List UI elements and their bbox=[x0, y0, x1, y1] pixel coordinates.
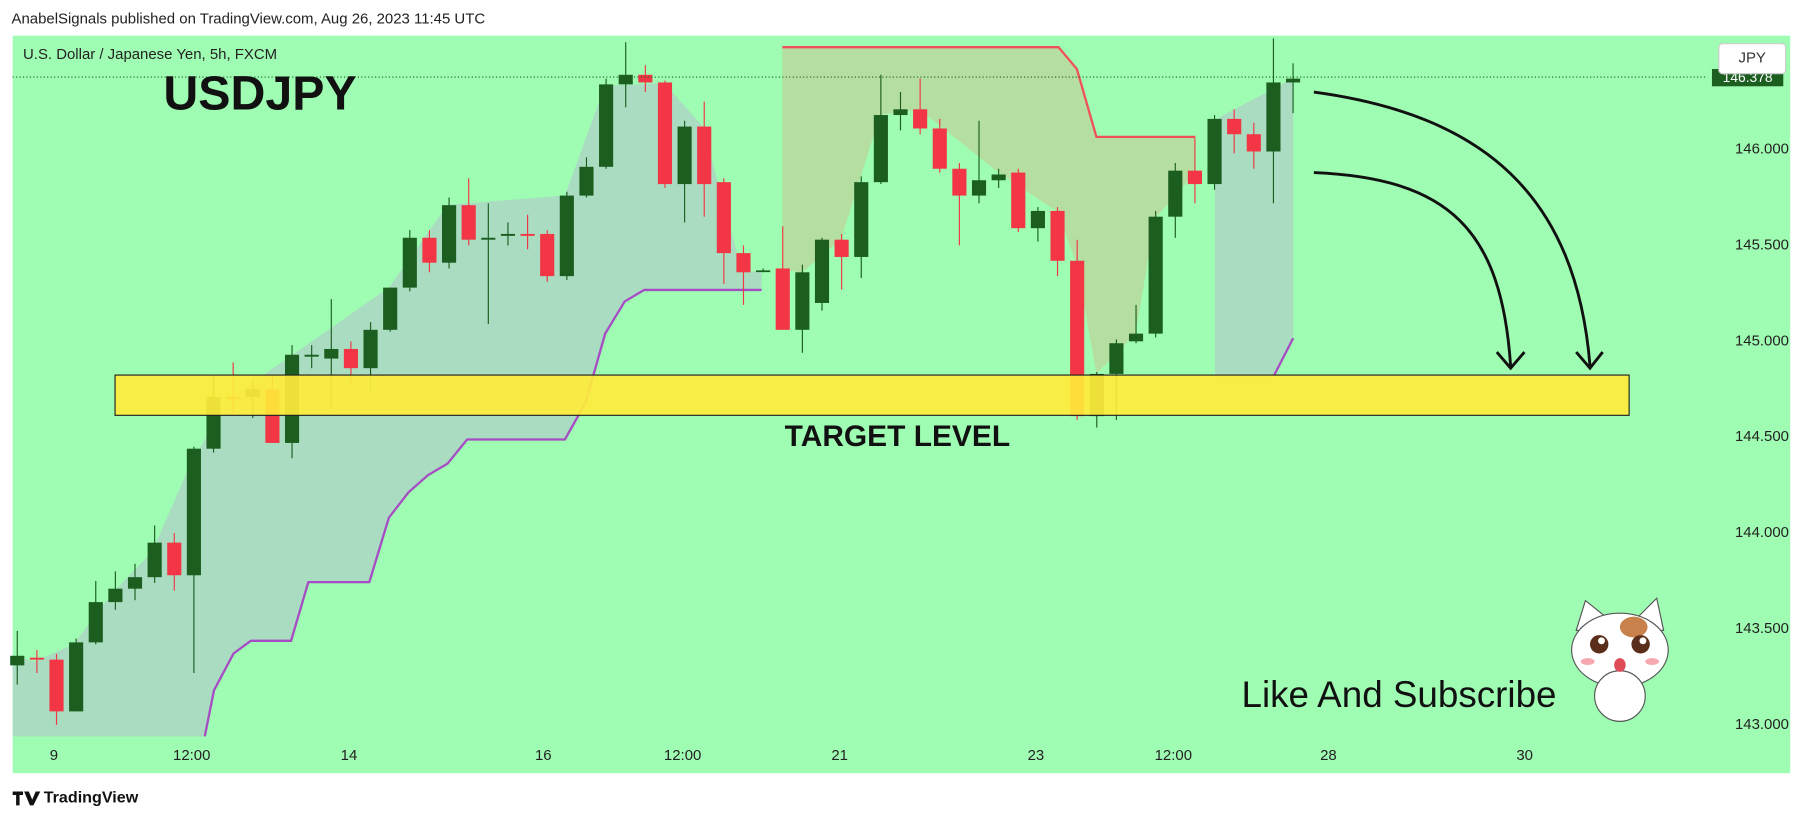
indicator-line bbox=[782, 46, 1196, 139]
candle-body bbox=[775, 268, 790, 330]
candle-body bbox=[834, 239, 849, 257]
candle-body bbox=[618, 74, 633, 85]
candle-body bbox=[952, 168, 967, 196]
candle-body bbox=[559, 195, 574, 277]
candle-body bbox=[1168, 170, 1183, 217]
candle-body bbox=[971, 180, 987, 196]
y-tick-label: 145.500 bbox=[1735, 236, 1789, 253]
candle-body bbox=[304, 354, 319, 357]
candle-body bbox=[991, 174, 1006, 181]
candle-body bbox=[873, 115, 888, 183]
candle-body bbox=[756, 270, 771, 273]
candle-body bbox=[854, 182, 869, 257]
candle-body bbox=[1148, 216, 1163, 334]
y-tick-label: 143.000 bbox=[1735, 716, 1789, 733]
x-tick-label: 23 bbox=[1028, 747, 1045, 764]
candle-body bbox=[343, 348, 358, 369]
candle-body bbox=[579, 166, 594, 196]
y-tick-label: 143.500 bbox=[1735, 620, 1789, 637]
indicator-line bbox=[203, 288, 762, 737]
currency-box bbox=[1718, 43, 1787, 75]
candle-body bbox=[697, 126, 712, 185]
arrow bbox=[1313, 171, 1513, 366]
y-tick-label: 144.000 bbox=[1735, 524, 1789, 541]
candle-body bbox=[1207, 118, 1222, 185]
y-tick-label: 144.500 bbox=[1735, 428, 1789, 445]
candle-body bbox=[599, 84, 614, 167]
candle-body bbox=[383, 287, 398, 330]
arrow-head bbox=[1495, 351, 1526, 371]
indicator-line bbox=[1272, 337, 1295, 377]
candle-body bbox=[1266, 82, 1281, 152]
target-label: TARGET LEVEL bbox=[785, 420, 1010, 453]
x-tick-label: 21 bbox=[831, 747, 848, 764]
candle-body bbox=[88, 602, 103, 643]
candle-body bbox=[1050, 210, 1065, 261]
y-tick-label: 146.000 bbox=[1735, 141, 1789, 158]
candle-body bbox=[500, 233, 516, 236]
title: USDJPY bbox=[163, 66, 356, 120]
candle-body bbox=[1030, 210, 1045, 229]
candle-body bbox=[795, 272, 810, 330]
candle-body bbox=[932, 128, 947, 169]
candle-body bbox=[893, 109, 908, 116]
candle-body bbox=[127, 577, 143, 589]
candle-body bbox=[481, 237, 496, 240]
x-tick-label: 30 bbox=[1516, 747, 1533, 764]
candle-body bbox=[913, 109, 928, 129]
x-tick-label: 12:00 bbox=[1155, 747, 1192, 764]
annotation: Like And Subscribe bbox=[1242, 674, 1557, 715]
x-tick-label: 28 bbox=[1320, 747, 1337, 764]
x-tick-label: 12:00 bbox=[173, 747, 210, 764]
candle-body bbox=[1109, 343, 1124, 374]
tv-logo bbox=[12, 791, 41, 806]
candle-body bbox=[49, 659, 64, 712]
candle-body bbox=[441, 205, 457, 263]
x-tick-label: 14 bbox=[341, 747, 358, 764]
candle-body bbox=[167, 542, 182, 576]
candle-body bbox=[324, 348, 339, 359]
currency-label: JPY bbox=[1739, 50, 1766, 67]
candle-body bbox=[677, 126, 692, 185]
candle-body bbox=[657, 82, 673, 185]
candle-body bbox=[520, 233, 535, 236]
candle-body bbox=[69, 642, 84, 712]
candle-body bbox=[736, 253, 751, 273]
candle-body bbox=[108, 588, 123, 603]
candle-body bbox=[1128, 333, 1144, 342]
candle-body bbox=[1011, 172, 1026, 229]
candle-body bbox=[1285, 78, 1301, 83]
candle-body bbox=[147, 542, 162, 578]
candle-body bbox=[716, 182, 731, 254]
candle-body bbox=[1187, 170, 1202, 185]
candle-body bbox=[422, 237, 437, 263]
symbol-label: U.S. Dollar / Japanese Yen, 5h, FXCM bbox=[23, 46, 277, 63]
footer-brand: TradingView bbox=[44, 789, 139, 807]
candle-body bbox=[29, 657, 44, 660]
arrow-head bbox=[1575, 351, 1604, 371]
candle-body bbox=[461, 205, 476, 240]
cat-sticker bbox=[1571, 597, 1669, 722]
candle-body bbox=[638, 74, 653, 83]
candle-body bbox=[363, 329, 378, 369]
arrow bbox=[1313, 90, 1592, 366]
x-tick-label: 12:00 bbox=[664, 747, 701, 764]
candle-body bbox=[540, 233, 555, 277]
candle-body bbox=[1246, 134, 1261, 152]
publish-header: AnabelSignals published on TradingView.c… bbox=[12, 11, 486, 28]
x-tick-label: 16 bbox=[535, 747, 552, 764]
y-tick-label: 145.000 bbox=[1735, 332, 1789, 349]
candle-body bbox=[1227, 118, 1242, 135]
candle-body bbox=[402, 237, 417, 288]
indicator-area bbox=[782, 47, 1196, 374]
candle-body bbox=[814, 239, 830, 303]
candle-body bbox=[10, 655, 25, 666]
candle-body bbox=[186, 448, 201, 576]
x-tick-label: 9 bbox=[50, 747, 58, 764]
target-zone bbox=[114, 374, 1630, 416]
